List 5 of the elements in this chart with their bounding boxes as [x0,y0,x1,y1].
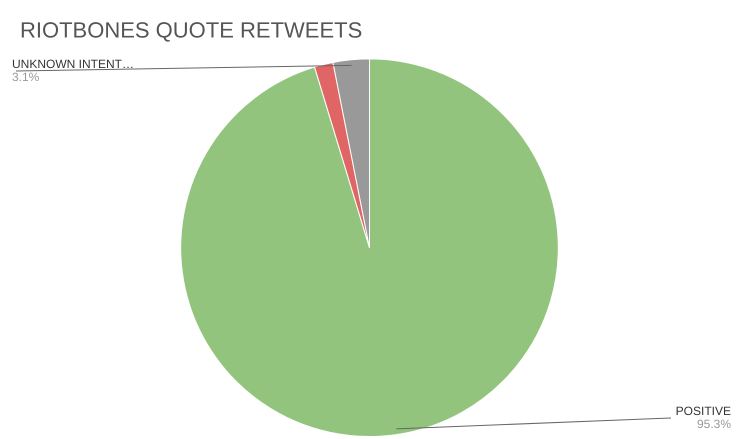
chart-title: RIOTBONES QUOTE RETWEETS [20,17,362,42]
data-label: 3.1% [12,70,40,84]
data-label: 95.3% [696,417,732,431]
slice-label: POSITIVE [676,404,731,418]
slice-label: UNKNOWN INTENT… [12,57,134,71]
